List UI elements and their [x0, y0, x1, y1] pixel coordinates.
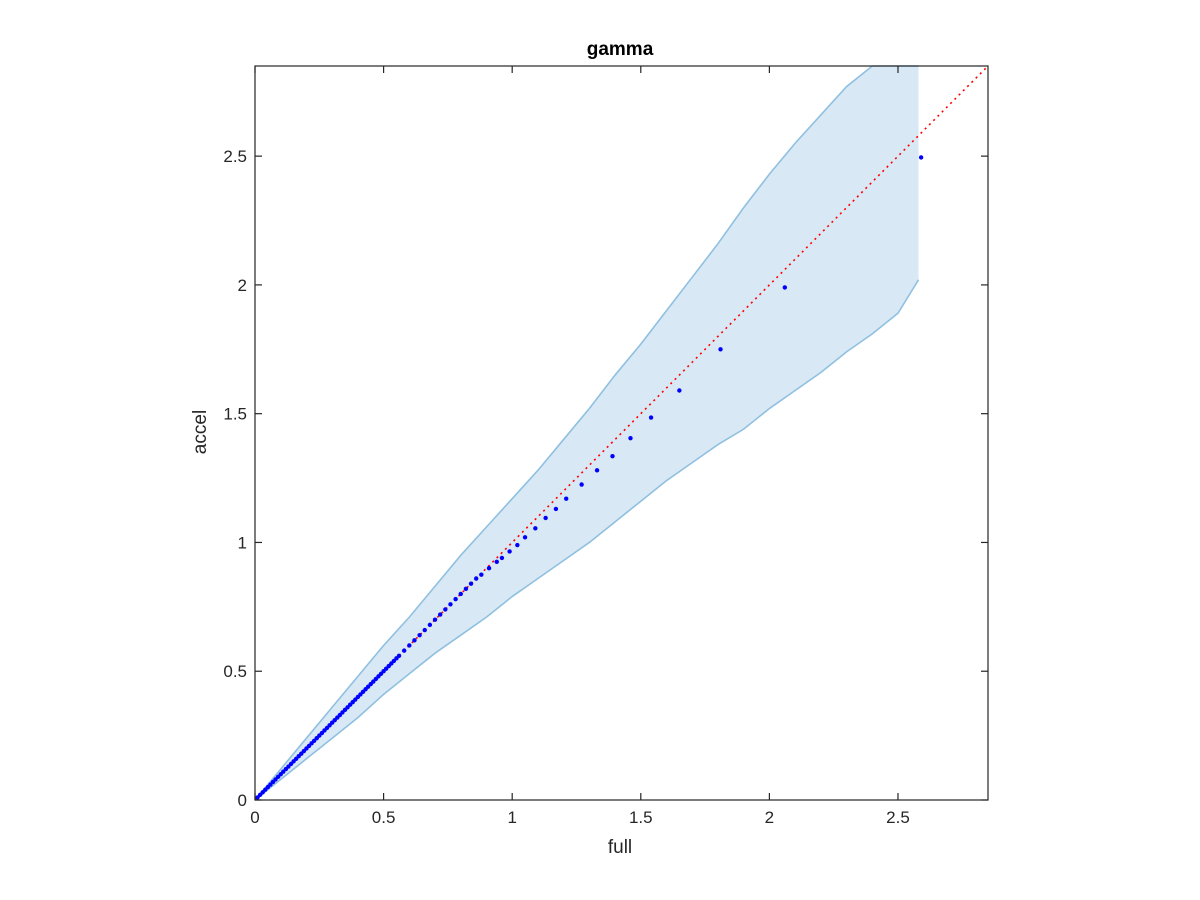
data-point — [417, 632, 422, 638]
data-point — [648, 415, 654, 420]
data-point — [533, 526, 538, 531]
data-point — [463, 586, 469, 592]
data-point — [479, 572, 484, 577]
y-tick-label: 0 — [238, 791, 247, 810]
data-point — [473, 576, 479, 581]
data-point — [427, 622, 433, 628]
data-point — [553, 506, 559, 512]
data-point — [412, 638, 417, 643]
axes-box — [254, 65, 989, 801]
data-point — [610, 453, 615, 459]
data-point — [453, 596, 458, 602]
y-tick-label: 1.5 — [223, 405, 247, 424]
data-point — [515, 542, 520, 548]
data-point — [579, 482, 584, 487]
plot-area — [254, 65, 989, 801]
data-point — [782, 285, 788, 290]
data-point — [507, 549, 512, 554]
data-point — [677, 388, 682, 393]
y-axis-label: accel — [190, 410, 211, 454]
chart-title: gamma — [587, 39, 654, 60]
data-point — [401, 648, 407, 653]
data-point — [543, 515, 548, 521]
data-point — [407, 643, 412, 648]
x-tick-label: 1.5 — [629, 808, 653, 827]
data-point — [486, 566, 492, 571]
data-point — [718, 347, 723, 352]
y-tick-label: 2 — [238, 276, 247, 295]
data-point — [628, 435, 633, 441]
reference-line — [254, 65, 989, 801]
data-point — [522, 535, 528, 540]
band-upper-edge — [254, 65, 919, 801]
axis-ticks: 0 0.5 1 1.5 2 2.5 0 0.5 1 1.5 2 2.5 — [223, 66, 988, 827]
data-point — [458, 591, 463, 597]
x-tick-label: 0 — [250, 808, 259, 827]
data-point — [918, 155, 924, 160]
data-point — [448, 602, 453, 607]
y-tick-label: 0.5 — [223, 662, 247, 681]
data-point — [468, 581, 474, 586]
confidence-band — [255, 66, 919, 800]
x-axis-label: full — [608, 837, 632, 858]
data-point — [564, 496, 569, 501]
x-tick-label: 2.5 — [886, 808, 910, 827]
data-point — [443, 607, 448, 612]
data-point — [432, 617, 438, 622]
x-tick-label: 0.5 — [372, 808, 396, 827]
data-point — [499, 555, 505, 561]
data-point — [422, 627, 427, 633]
data-point — [494, 559, 499, 564]
x-tick-label: 1 — [507, 808, 516, 827]
x-tick-label: 2 — [765, 808, 774, 827]
data-point — [594, 468, 600, 473]
y-tick-label: 1 — [238, 533, 247, 552]
y-tick-label: 2.5 — [223, 147, 247, 166]
band-lower-edge — [254, 279, 920, 801]
data-point — [437, 612, 443, 617]
data-point — [396, 653, 402, 658]
